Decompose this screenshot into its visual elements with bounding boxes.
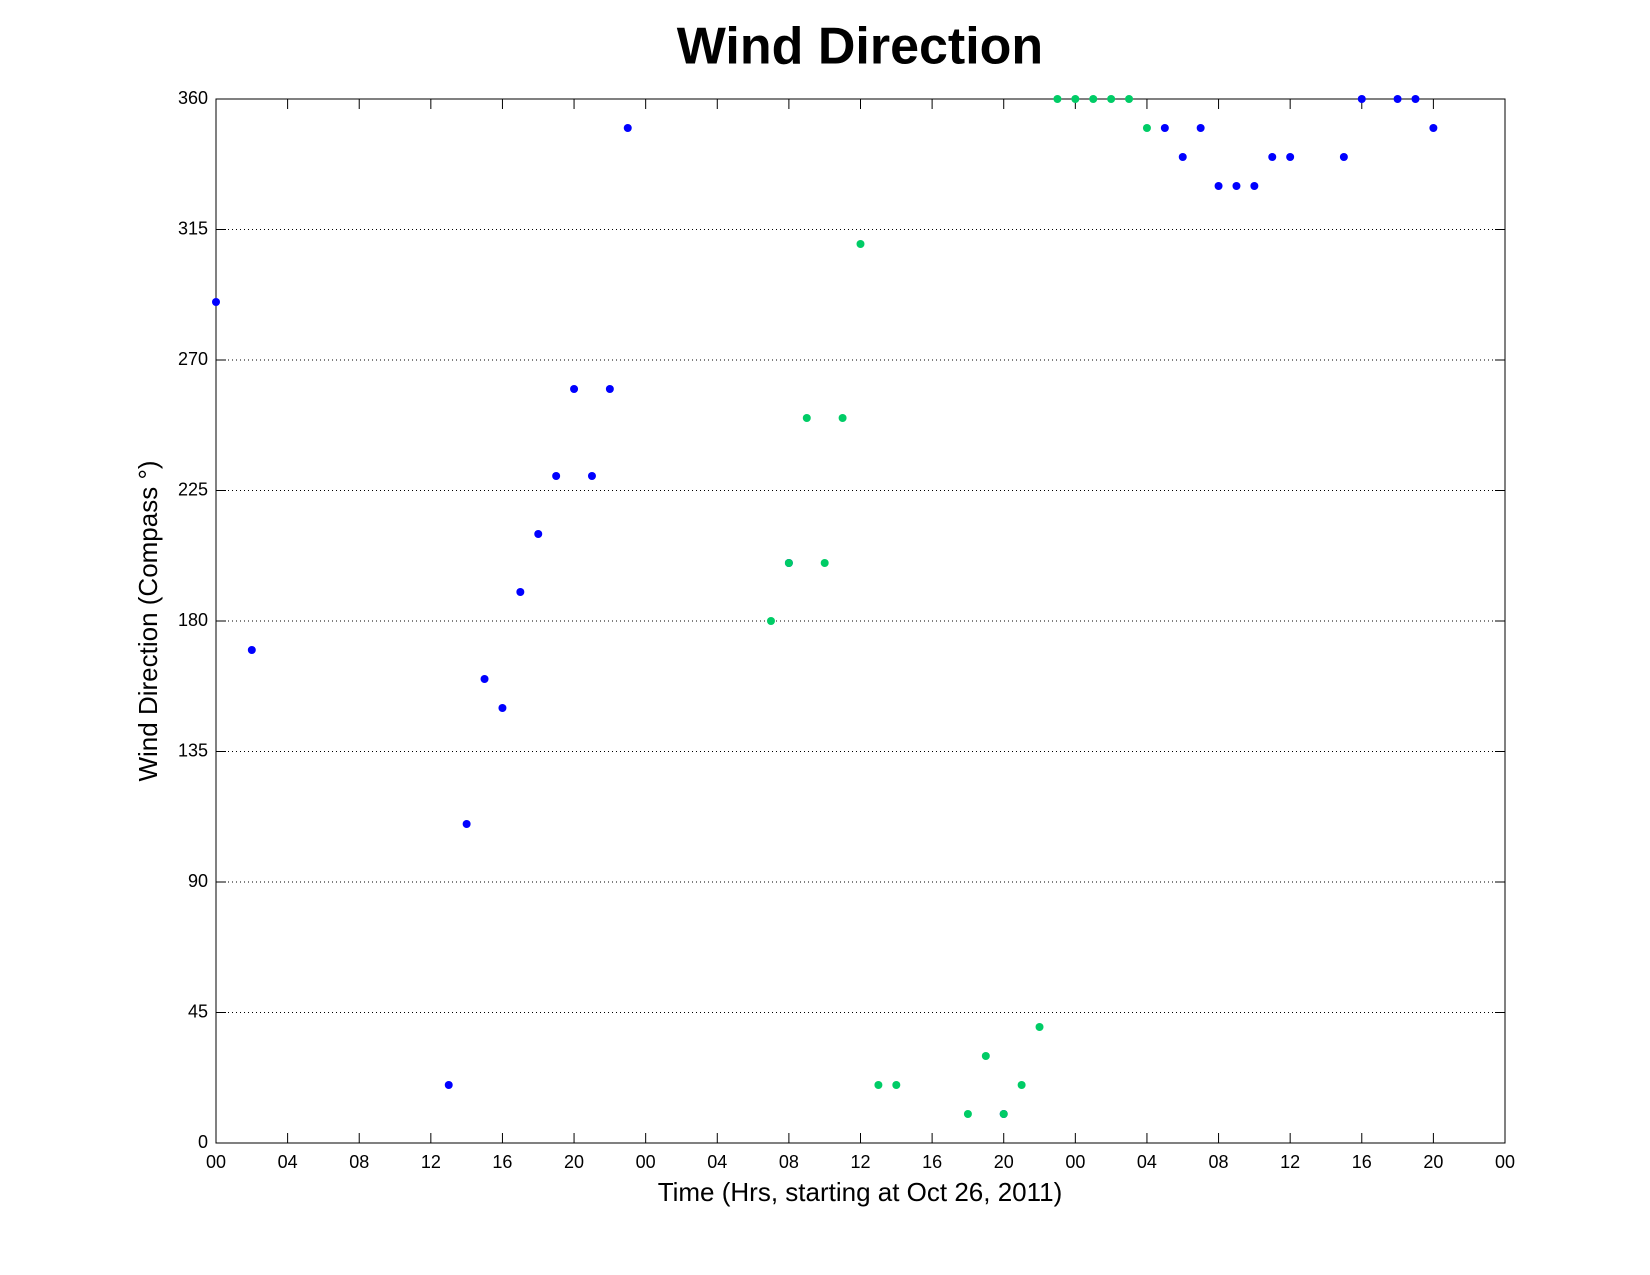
- x-tick-label: 08: [779, 1152, 799, 1172]
- data-point: [820, 559, 829, 567]
- x-tick-label: 16: [922, 1152, 942, 1172]
- data-point: [1268, 153, 1277, 161]
- data-point: [1053, 95, 1062, 103]
- data-point: [1107, 95, 1116, 103]
- data-point: [1393, 95, 1402, 103]
- data-point: [999, 1110, 1008, 1118]
- data-point: [1214, 182, 1223, 190]
- data-point: [247, 646, 256, 654]
- y-tick-label: 180: [178, 610, 208, 630]
- data-point: [766, 617, 775, 625]
- data-point: [623, 124, 632, 132]
- data-point: [212, 298, 220, 306]
- data-point: [534, 530, 543, 538]
- x-tick-label: 20: [994, 1152, 1014, 1172]
- x-tick-label: 04: [707, 1152, 727, 1172]
- data-point: [570, 385, 579, 393]
- data-point: [1232, 182, 1241, 190]
- y-axis-label: Wind Direction (Compass °): [133, 460, 163, 781]
- x-tick-label: 12: [850, 1152, 870, 1172]
- chart-title: Wind Direction: [677, 18, 1043, 76]
- x-tick-label: 16: [492, 1152, 512, 1172]
- data-point: [1250, 182, 1259, 190]
- data-point: [480, 675, 489, 683]
- data-point: [552, 472, 561, 480]
- y-tick-label: 0: [198, 1132, 208, 1152]
- data-point: [444, 1081, 453, 1089]
- data-point: [1411, 95, 1420, 103]
- data-point: [605, 385, 614, 393]
- x-tick-label: 08: [1209, 1152, 1229, 1172]
- y-tick-label: 315: [178, 218, 208, 238]
- data-point: [838, 414, 847, 422]
- data-point: [1178, 153, 1187, 161]
- y-tick-label: 135: [178, 740, 208, 760]
- x-tick-label: 04: [1137, 1152, 1157, 1172]
- data-point: [587, 472, 596, 480]
- data-point: [1125, 95, 1134, 103]
- data-point: [516, 588, 525, 596]
- data-point: [1286, 153, 1295, 161]
- y-tick-label: 360: [178, 88, 208, 108]
- x-tick-label: 20: [564, 1152, 584, 1172]
- data-point: [1142, 124, 1151, 132]
- x-tick-label: 00: [1495, 1152, 1515, 1172]
- x-tick-label: 20: [1423, 1152, 1443, 1172]
- data-point: [981, 1052, 990, 1060]
- data-point: [1429, 124, 1438, 132]
- data-point: [784, 559, 793, 567]
- x-tick-label: 00: [1065, 1152, 1085, 1172]
- data-point: [1196, 124, 1205, 132]
- x-axis-label: Time (Hrs, starting at Oct 26, 2011): [658, 1177, 1063, 1207]
- x-tick-label: 12: [1280, 1152, 1300, 1172]
- data-point: [963, 1110, 972, 1118]
- data-point: [462, 820, 471, 828]
- x-tick-label: 00: [636, 1152, 656, 1172]
- data-point: [856, 240, 865, 248]
- y-tick-label: 270: [178, 349, 208, 369]
- x-tick-label: 16: [1352, 1152, 1372, 1172]
- data-point: [1017, 1081, 1026, 1089]
- y-tick-label: 225: [178, 479, 208, 499]
- data-point: [1160, 124, 1169, 132]
- data-point: [1339, 153, 1348, 161]
- data-point: [498, 704, 507, 712]
- data-point: [1035, 1023, 1044, 1031]
- x-tick-label: 00: [206, 1152, 226, 1172]
- data-point: [1071, 95, 1080, 103]
- plot-frame: [215, 98, 1506, 1144]
- data-point: [1357, 95, 1366, 103]
- y-tick-label: 45: [188, 1001, 208, 1021]
- data-point: [1089, 95, 1098, 103]
- data-point: [892, 1081, 901, 1089]
- data-point: [802, 414, 811, 422]
- y-tick-label: 90: [188, 871, 208, 891]
- data-point: [874, 1081, 883, 1089]
- x-tick-label: 08: [349, 1152, 369, 1172]
- x-tick-label: 04: [278, 1152, 298, 1172]
- x-tick-label: 12: [421, 1152, 441, 1172]
